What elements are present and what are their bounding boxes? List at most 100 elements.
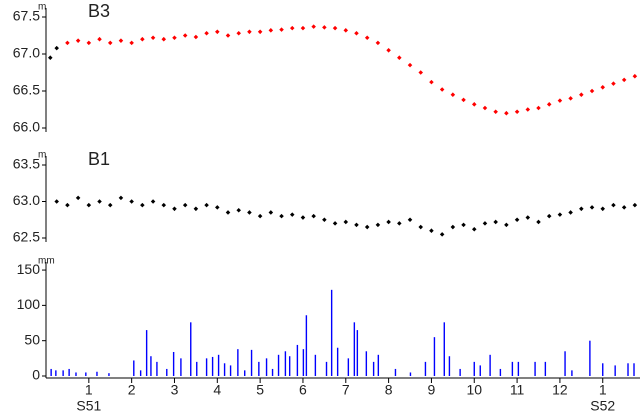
- bar: [50, 368, 52, 376]
- bar: [150, 356, 152, 376]
- bar: [614, 365, 616, 376]
- point: [150, 35, 156, 40]
- point: [471, 226, 477, 232]
- bar: [277, 354, 280, 376]
- point: [621, 205, 627, 210]
- bar: [544, 361, 547, 376]
- bar: [336, 347, 339, 376]
- y-tick-label: 100: [17, 296, 41, 312]
- point: [450, 92, 456, 97]
- bar: [133, 360, 135, 376]
- y-tick-label: 50: [24, 331, 40, 347]
- point: [300, 215, 306, 220]
- point: [354, 222, 359, 228]
- bar: [564, 351, 566, 376]
- bar: [271, 368, 274, 376]
- point: [600, 206, 606, 212]
- y-tick-label: 0: [32, 367, 40, 383]
- x-tick-label: 1: [599, 382, 607, 398]
- point: [236, 31, 241, 36]
- point: [364, 35, 370, 40]
- y-tick-label: 63.5: [13, 156, 40, 172]
- annotation: S52: [590, 398, 615, 414]
- x-tick-label: 7: [342, 382, 350, 398]
- point: [193, 206, 199, 212]
- x-tick-label: 1: [85, 382, 93, 398]
- bar: [633, 363, 635, 376]
- y-tick-label: 67.0: [13, 45, 40, 61]
- point: [557, 98, 563, 103]
- bar: [68, 368, 70, 376]
- x-tick-label: 2: [128, 382, 136, 398]
- bar: [75, 372, 77, 376]
- point: [225, 210, 231, 215]
- bar: [356, 330, 359, 376]
- point: [54, 199, 59, 204]
- point: [611, 81, 616, 86]
- bar: [223, 363, 226, 376]
- bar: [448, 356, 451, 376]
- point: [279, 27, 284, 32]
- point: [65, 40, 70, 46]
- x-tick-label: 11: [510, 382, 525, 398]
- panel-title: B3: [88, 1, 110, 21]
- point: [589, 205, 595, 210]
- point: [450, 224, 456, 230]
- point: [75, 38, 81, 43]
- bar: [244, 370, 246, 376]
- bar: [265, 358, 268, 376]
- point: [386, 48, 391, 53]
- point: [611, 202, 616, 208]
- point: [579, 92, 584, 97]
- bar: [602, 363, 604, 376]
- point: [97, 199, 102, 204]
- point: [579, 206, 584, 212]
- point: [289, 212, 295, 217]
- bar: [314, 354, 317, 376]
- point: [182, 33, 188, 38]
- point: [354, 31, 359, 36]
- x-tick-label: 5: [256, 382, 264, 398]
- bar: [139, 370, 142, 376]
- point: [332, 25, 338, 31]
- point: [257, 29, 263, 35]
- bar: [196, 361, 198, 376]
- bar: [172, 351, 175, 376]
- bar: [302, 349, 305, 376]
- bar: [211, 356, 214, 376]
- y-tick-label: 150: [17, 261, 41, 277]
- bar: [353, 322, 356, 376]
- bar: [571, 370, 573, 376]
- point: [118, 38, 124, 43]
- point: [429, 79, 434, 85]
- point: [429, 228, 434, 233]
- bar: [85, 372, 87, 376]
- x-tick-label: 4: [213, 382, 221, 398]
- point: [140, 36, 145, 42]
- bar: [166, 368, 168, 376]
- point: [107, 202, 113, 208]
- point: [300, 25, 306, 31]
- bar: [250, 349, 253, 376]
- bar: [589, 340, 591, 376]
- bar: [517, 361, 520, 376]
- point: [172, 206, 177, 212]
- point: [343, 28, 349, 33]
- point: [461, 97, 466, 103]
- bar: [511, 361, 514, 376]
- point: [439, 232, 445, 237]
- point: [107, 40, 113, 46]
- point: [215, 205, 220, 210]
- point: [493, 219, 498, 225]
- point: [97, 36, 102, 42]
- point: [343, 219, 349, 225]
- point: [150, 199, 156, 204]
- bar: [394, 368, 397, 376]
- point: [48, 55, 53, 60]
- bar: [55, 370, 57, 376]
- y-tick-label: 63.0: [13, 192, 40, 208]
- point: [161, 36, 167, 42]
- x-tick-label: 8: [385, 382, 393, 398]
- bar: [489, 354, 491, 376]
